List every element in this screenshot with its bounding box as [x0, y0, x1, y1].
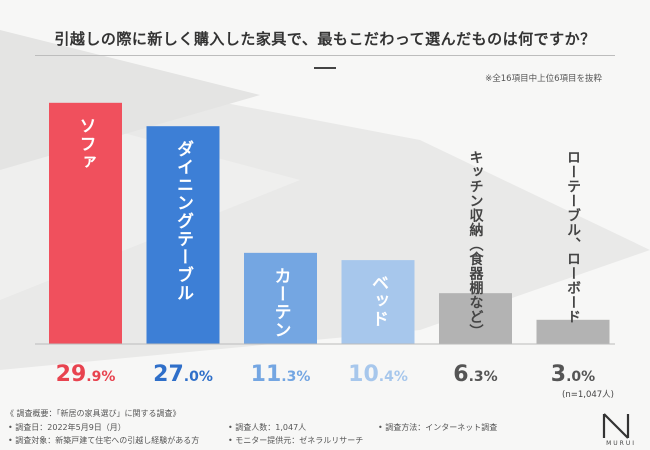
title-underline-mark [314, 67, 336, 69]
value-label-1: 27.0% [153, 362, 213, 387]
survey-overview: 《 調査概要：「新居の家具選び」に関する調査》 [6, 409, 181, 418]
value-label-0: 29.9% [56, 362, 116, 387]
title-divider [35, 55, 615, 56]
survey-target: • 調査対象：新築戸建て住宅への引越し経験がある方 [8, 436, 200, 445]
bar-2 [244, 252, 317, 344]
value-label-4: 6.3% [453, 362, 497, 387]
survey-footer: 《 調査概要：「新居の家具選び」に関する調査》 • 調査日：2022年5月9日（… [0, 400, 650, 450]
bar-0 [49, 102, 122, 344]
value-label-2: 11.3% [251, 362, 311, 387]
category-label-1: ダイニングテーブル [173, 139, 194, 302]
survey-provider: • モニター提供元：ゼネラルリサーチ [228, 436, 364, 445]
bar-1 [146, 126, 220, 344]
category-label-3: ベッド [368, 274, 389, 328]
category-label-5: ローテーブル、ローボード [565, 150, 581, 324]
survey-method: • 調査方法：インターネット調査 [378, 423, 498, 432]
category-label-2: カーテン [271, 267, 291, 339]
murui-logo-icon [602, 413, 630, 439]
bar-3 [341, 260, 415, 344]
category-label-4: キッチン収納（食器棚など） [468, 150, 485, 339]
survey-date: • 調査日：2022年5月9日（月） [8, 423, 126, 432]
logo-text: MURUI [606, 440, 636, 447]
bar-5 [536, 319, 610, 344]
survey-count: • 調査人数：1,047人 [228, 423, 307, 432]
category-label-0: ソファ [76, 117, 96, 171]
value-label-3: 10.4% [348, 362, 408, 387]
chart-title: 引越しの際に新しく購入した家具で、最もこだわって選んだものは何ですか？ [54, 30, 596, 48]
value-label-5: 3.0% [551, 362, 595, 387]
bar-4 [439, 293, 512, 344]
chart-note: ※全16項目中上位6項目を抜粋 [485, 74, 602, 84]
sample-size: (n=1,047人) [562, 390, 614, 400]
